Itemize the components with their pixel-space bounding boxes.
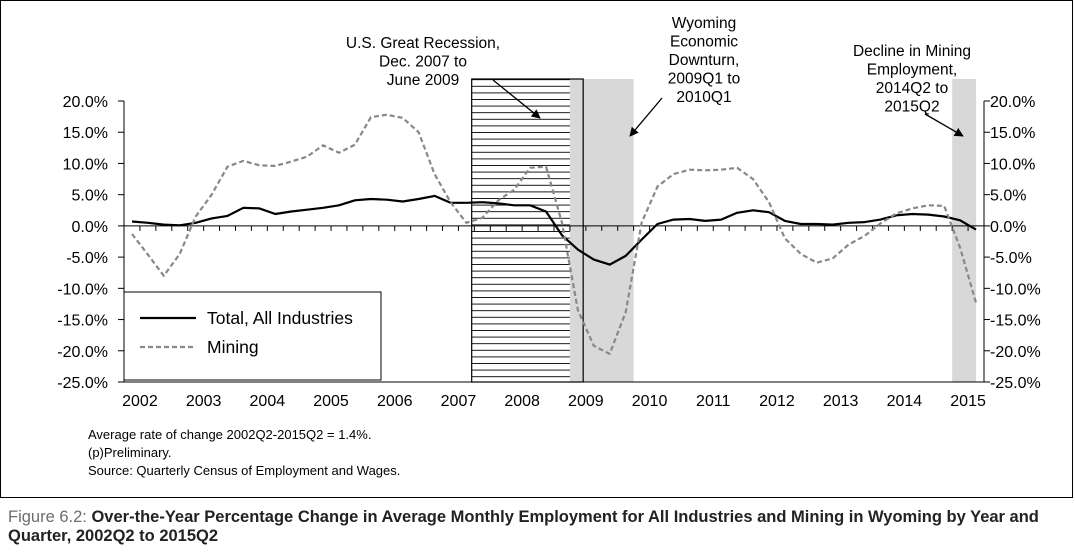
figure-label: Figure 6.2: — [8, 508, 87, 526]
downturn-annotation-line: Downturn, — [669, 52, 740, 69]
x-tick-label: 2010 — [632, 393, 668, 410]
y-tick-label-left: 10.0% — [63, 156, 108, 173]
y-tick-label-left: 20.0% — [63, 94, 108, 111]
downturn-annotation-line: Economic — [670, 34, 738, 51]
downturn-annotation-line: 2009Q1 to — [668, 71, 740, 88]
x-tick-label: 2006 — [377, 393, 413, 410]
note-source: Source: Quarterly Census of Employment a… — [88, 463, 401, 478]
chart-title: Over-the-Year Percentage Change in Avera… — [8, 508, 1039, 545]
x-tick-label: 2004 — [250, 393, 286, 410]
y-tick-label-right: -15.0% — [990, 313, 1041, 330]
x-tick-label: 2003 — [186, 393, 222, 410]
mining-decline-annotation-line: 2014Q2 to — [876, 80, 948, 97]
y-tick-label-right: 15.0% — [990, 125, 1035, 142]
chart-frame — [0, 0, 1073, 498]
y-tick-label-right: 0.0% — [990, 219, 1026, 236]
x-tick-label: 2005 — [313, 393, 349, 410]
figure-caption: Figure 6.2: Over-the-Year Percentage Cha… — [8, 508, 1068, 546]
y-tick-label-left: 0.0% — [72, 219, 108, 236]
recession-annotation-line: June 2009 — [387, 72, 459, 89]
y-tick-label-right: 20.0% — [990, 94, 1035, 111]
x-tick-label: 2014 — [887, 393, 923, 410]
recession-arrow — [492, 79, 541, 119]
y-tick-label-right: 10.0% — [990, 156, 1035, 173]
downturn-annotation-line: Wyoming — [672, 15, 736, 32]
y-tick-label-left: -15.0% — [57, 313, 108, 330]
x-tick-label: 2013 — [823, 393, 859, 410]
y-tick-label-right: -10.0% — [990, 281, 1041, 298]
y-tick-label-left: -20.0% — [57, 344, 108, 361]
y-tick-label-left: -5.0% — [66, 250, 108, 267]
line-chart: 20.0% 20.0% 15.0% 15.0% 10.0% 10.0% 5.0% 5.0% 0.… — [57, 15, 1041, 410]
y-tick-label-right: 5.0% — [990, 188, 1026, 205]
y-tick-label-left: -10.0% — [57, 281, 108, 298]
y-tick-label-right: -5.0% — [990, 250, 1032, 267]
shade-mining-decline — [952, 79, 977, 382]
y-tick-label-left: -25.0% — [57, 375, 108, 392]
mining-decline-annotation-line: Decline in Mining — [853, 43, 971, 60]
legend-label-mining: Mining — [207, 337, 259, 357]
downturn-annotation-line: 2010Q1 — [676, 89, 731, 106]
y-tick-label-left: 15.0% — [63, 125, 108, 142]
x-tick-label: 2007 — [441, 393, 477, 410]
legend-box — [123, 291, 382, 381]
mining-decline-arrow — [924, 113, 964, 137]
mining-decline-annotation-line: Employment, — [867, 62, 957, 79]
legend-label-total: Total, All Industries — [207, 308, 353, 328]
y-tick-label-left: 5.0% — [72, 188, 108, 205]
series-line-total-all-industries — [131, 194, 977, 266]
shade-recession — [471, 79, 584, 382]
x-tick-label: 2012 — [759, 393, 795, 410]
downturn-arrow — [629, 97, 663, 137]
x-tick-label: 2002 — [122, 393, 158, 410]
x-tick-label: 2015 — [950, 393, 986, 410]
y-tick-label-right: -20.0% — [990, 344, 1041, 361]
y-tick-label-right: -25.0% — [990, 375, 1041, 392]
x-tick-label: 2008 — [504, 393, 540, 410]
series-line-mining — [131, 113, 978, 355]
x-tick-label: 2011 — [696, 393, 731, 410]
note-average: Average rate of change 2002Q2-2015Q2 = 1… — [88, 427, 372, 442]
recession-annotation-line: Dec. 2007 to — [379, 54, 467, 71]
mining-decline-annotation-line: 2015Q2 — [884, 99, 939, 116]
x-tick-label: 2009 — [568, 393, 604, 410]
note-preliminary: (p)Preliminary. — [88, 445, 172, 460]
recession-annotation-line: U.S. Great Recession, — [346, 35, 500, 52]
